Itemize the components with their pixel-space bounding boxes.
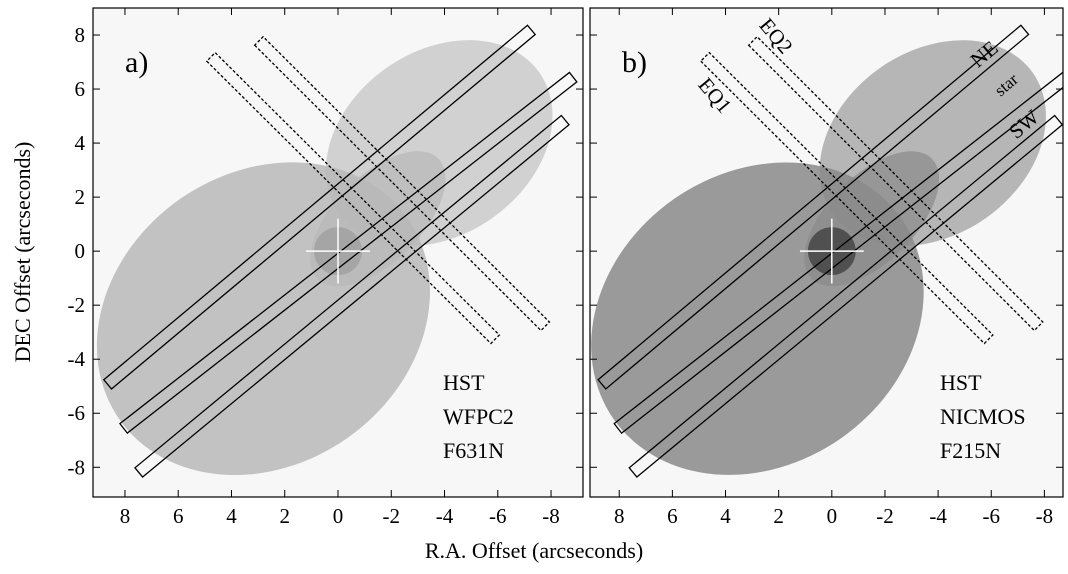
frame <box>589 7 1064 498</box>
annotation: WFPC2 <box>443 404 514 429</box>
x-tick-label: 4 <box>226 504 237 528</box>
annotation: HST <box>443 370 485 395</box>
y-tick-label: 2 <box>75 185 86 209</box>
panel: 8 6 4 2 0 -2 -4 -6 -8b)HSTNICMOSF215NNEstarSWEQ1… <box>589 7 1064 528</box>
x-tick-label: 6 <box>173 504 184 528</box>
x-tick-label: -6 <box>489 504 507 528</box>
x-tick-label: 0 <box>333 504 344 528</box>
slit <box>205 51 501 345</box>
y-tick-label: 6 <box>75 77 86 101</box>
slit <box>253 35 551 332</box>
slit <box>597 24 1030 390</box>
image <box>93 8 583 497</box>
annotation: F631N <box>443 438 504 463</box>
panel-label: a) <box>125 46 148 79</box>
slit <box>628 114 1063 478</box>
x-tick-label: -2 <box>383 504 401 528</box>
slit <box>119 71 578 435</box>
x-tick-label: 2 <box>773 504 784 528</box>
x-tick-label: -6 <box>983 504 1001 528</box>
annotation: F215N <box>940 438 1001 463</box>
y-tick-label: 4 <box>75 131 86 155</box>
x-tick-label: 8 <box>120 504 131 528</box>
x-tick-label: -4 <box>436 504 454 528</box>
x-tick-label: -4 <box>929 504 947 528</box>
x-tick-label: 0 <box>827 504 838 528</box>
slit <box>747 35 1044 332</box>
panel: 8 6 4 2 0 -2 -4 -6 -8 -8 -6 -4 -2 0 2 4 6 8 a) HST WFPC2 F631… <box>68 7 584 528</box>
x-tick-label: 8 <box>614 504 625 528</box>
x-tick-label: 4 <box>720 504 731 528</box>
x-tick-label: -2 <box>876 504 894 528</box>
x-axis-label: R.A. Offset (arcseconds) <box>425 538 643 563</box>
y-axis-label: DEC Offset (arcseconds) <box>10 142 35 363</box>
image <box>590 8 1063 497</box>
y-tick-label: 8 <box>75 23 86 47</box>
slit <box>102 24 537 390</box>
x-tick-label: -8 <box>1036 504 1054 528</box>
x-tick-label: 6 <box>667 504 678 528</box>
panel-label: b) <box>622 46 647 79</box>
slit <box>134 114 570 478</box>
annotation: HST <box>940 370 982 395</box>
y-tick-label: -6 <box>68 401 86 425</box>
x-tick-label: -8 <box>542 504 560 528</box>
y-tick-label: -4 <box>68 347 86 371</box>
y-tick-label: -8 <box>68 455 86 479</box>
slit <box>699 51 994 345</box>
y-tick-label: -2 <box>68 293 86 317</box>
y-tick-label: 0 <box>75 239 86 263</box>
x-tick-label: 2 <box>279 504 290 528</box>
annotation: NICMOS <box>940 404 1026 429</box>
